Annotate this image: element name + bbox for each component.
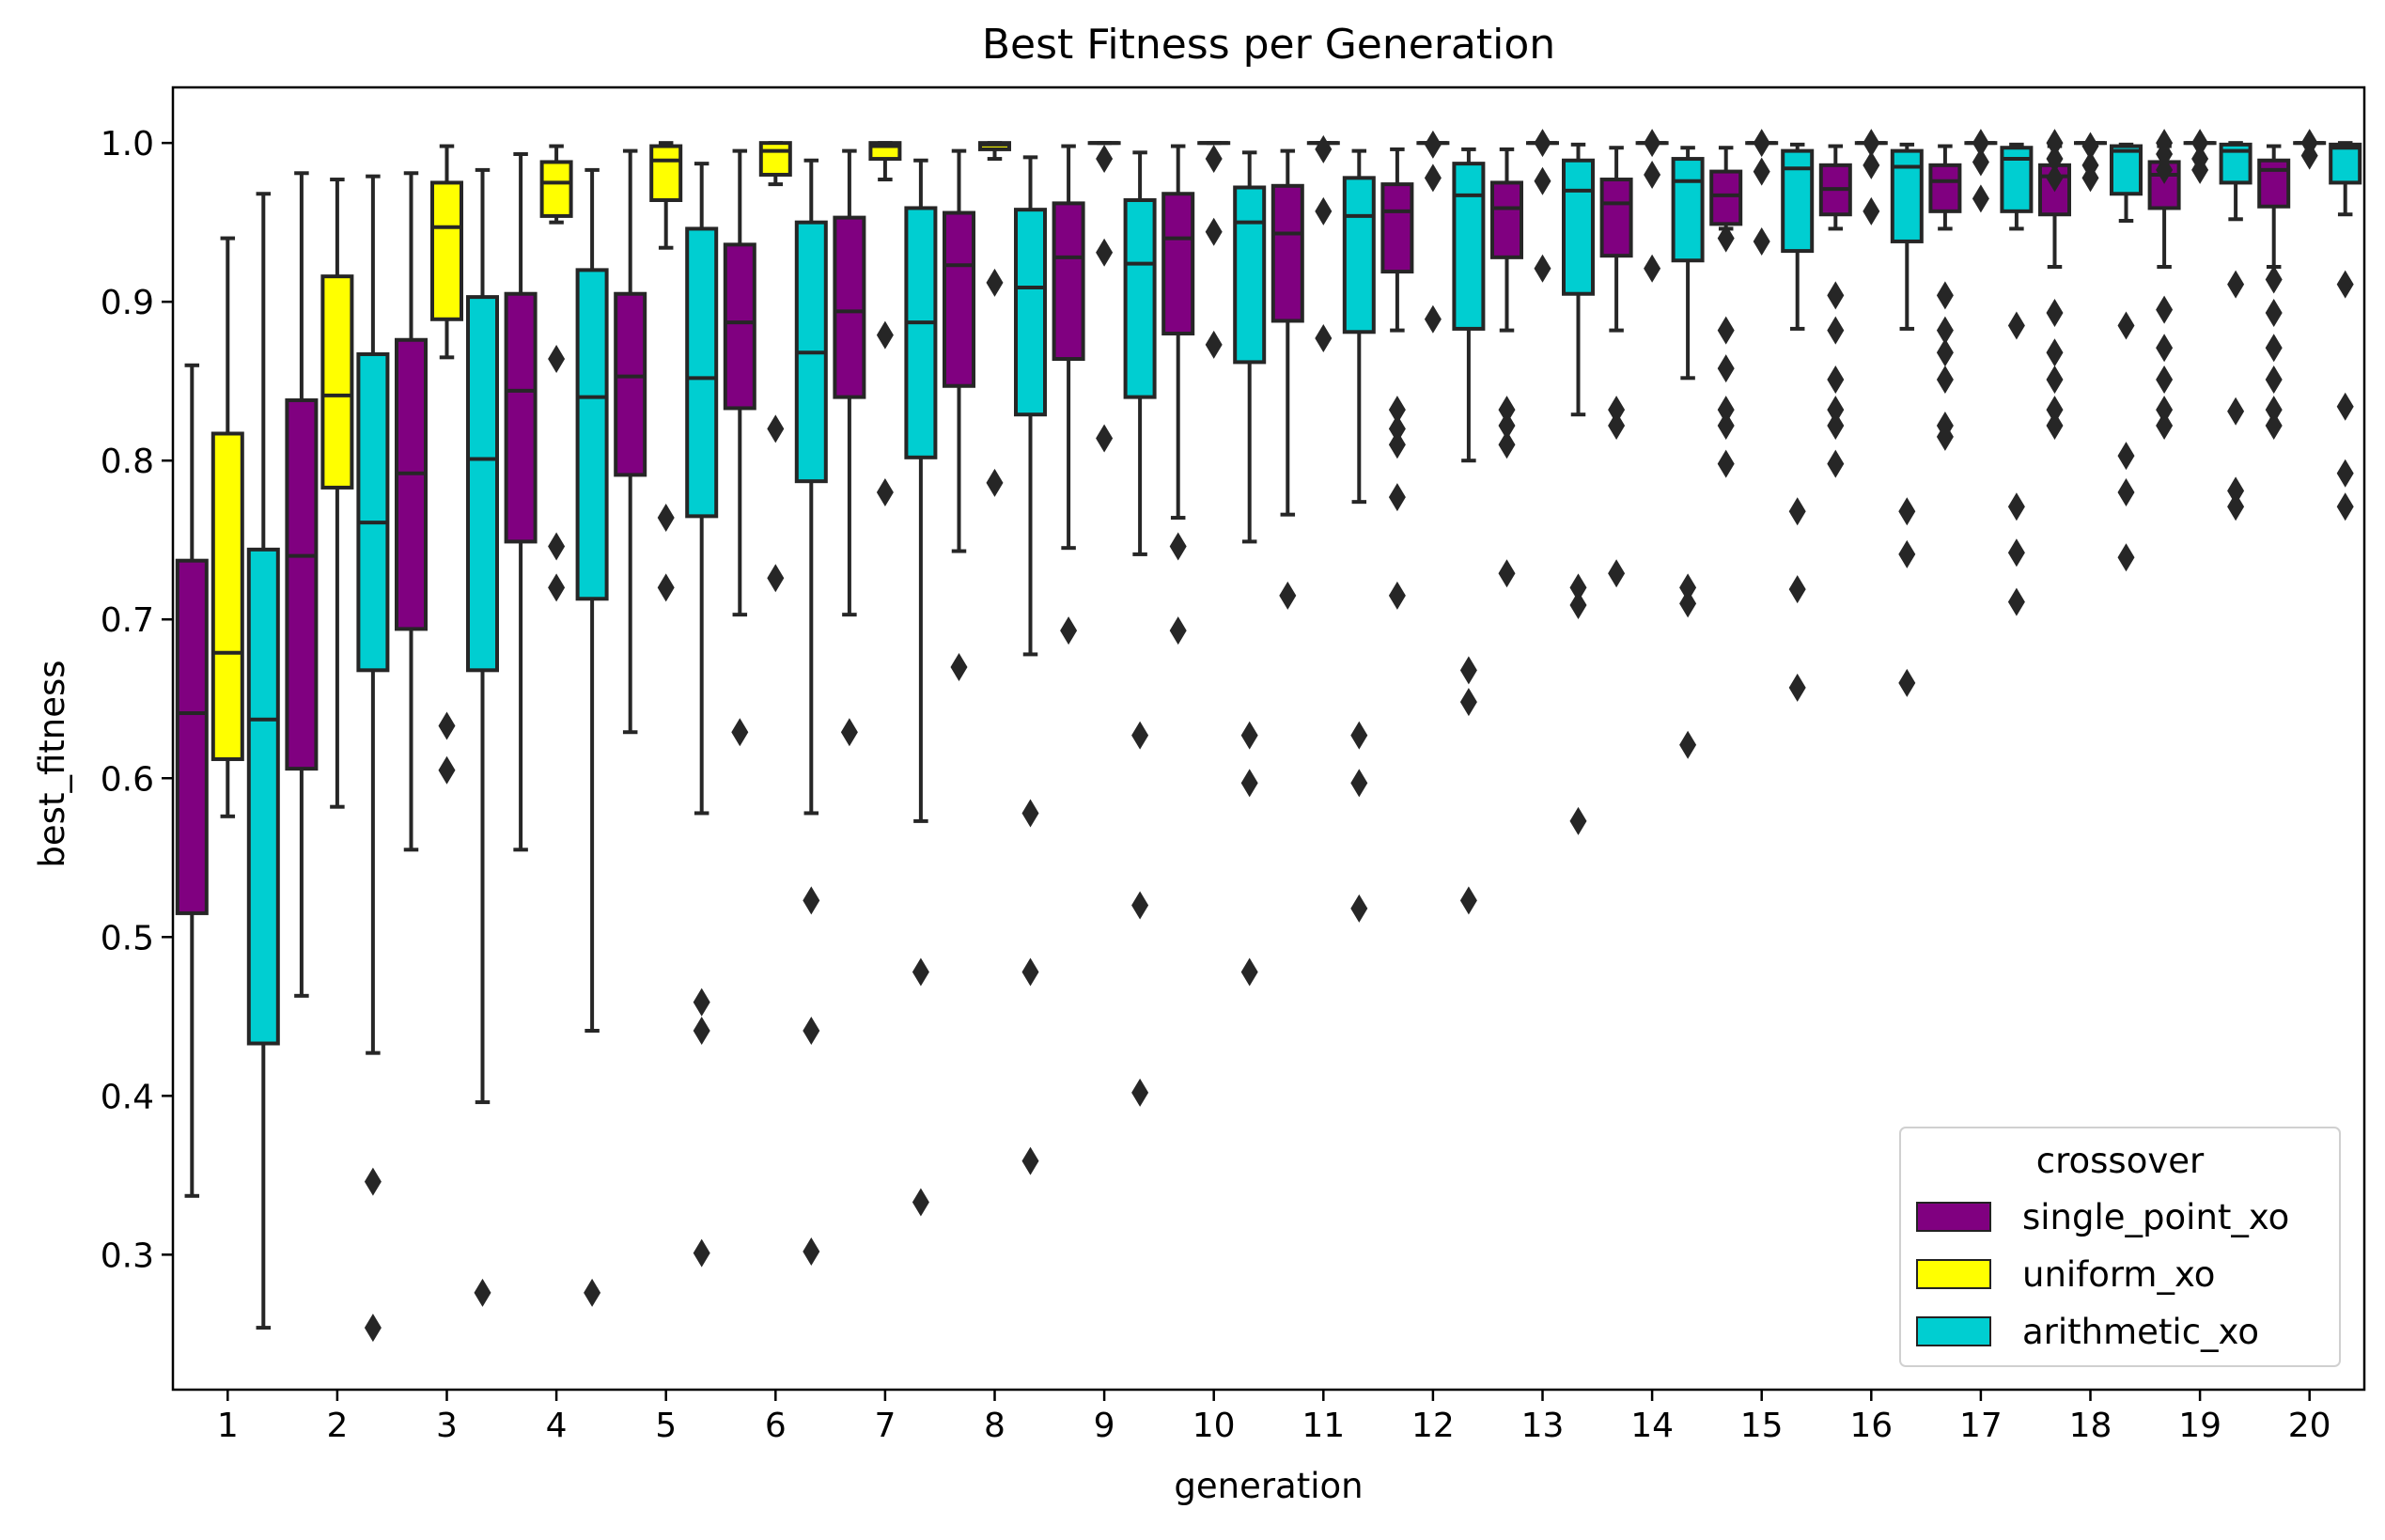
box-iqr [1783,151,1812,251]
box-iqr [1016,210,1045,414]
legend-swatch-uniform [1917,1260,1990,1288]
box-iqr [1126,200,1155,397]
box-iqr [322,276,351,488]
box-iqr [1893,151,1922,241]
box-iqr [1382,184,1411,272]
x-tick-label: 10 [1192,1407,1236,1445]
box-iqr [651,147,680,200]
x-tick-label: 2 [326,1407,348,1445]
y-tick-label: 0.6 [101,760,154,799]
legend: crossover single_point_xo uniform_xo ari… [1900,1128,2340,1366]
box-iqr [725,244,755,408]
box-iqr [468,297,497,670]
y-tick-label: 0.9 [101,284,154,322]
legend-swatch-arithmetic [1917,1317,1990,1346]
y-tick-label: 1.0 [101,125,154,163]
box-iqr [542,162,571,215]
y-tick-label: 0.4 [101,1078,154,1116]
box-iqr [1674,159,1703,260]
box-iqr [178,561,207,913]
box-iqr [507,294,536,542]
x-tick-label: 5 [655,1407,677,1445]
box-iqr [397,340,426,630]
x-tick-label: 3 [436,1407,458,1445]
legend-swatch-single-point [1917,1203,1990,1231]
x-tick-label: 16 [1849,1407,1893,1445]
x-tick-label: 12 [1411,1407,1455,1445]
x-tick-label: 14 [1630,1407,1674,1445]
box-iqr [687,228,716,516]
y-tick-label: 0.8 [101,443,154,481]
box-iqr [1930,165,1959,211]
box-iqr [1054,203,1083,359]
box-iqr [1235,187,1264,362]
x-tick-label: 15 [1740,1407,1784,1445]
x-tick-label: 4 [546,1407,568,1445]
legend-label-single-point: single_point_xo [2022,1197,2289,1237]
chart-title: Best Fitness per Generation [982,21,1555,69]
box-iqr [944,213,974,386]
box-iqr [2259,161,2288,207]
box-iqr [287,400,316,769]
y-tick-label: 0.3 [101,1237,154,1275]
x-tick-label: 9 [1094,1407,1115,1445]
x-tick-label: 8 [984,1407,1005,1445]
box-iqr [1273,186,1302,321]
x-tick-label: 20 [2288,1407,2331,1445]
box-iqr [2112,147,2141,194]
legend-title: crossover [2036,1141,2205,1181]
box-iqr [834,218,864,397]
box-iqr [213,433,242,758]
x-tick-label: 6 [765,1407,787,1445]
box-iqr [906,208,935,457]
box-iqr [1454,163,1483,329]
box-iqr [1492,182,1521,257]
box-iqr [1163,194,1192,334]
x-tick-label: 17 [1959,1407,2003,1445]
box-iqr [1711,172,1740,225]
x-axis-label: generation [1174,1466,1363,1506]
legend-label-uniform: uniform_xo [2022,1254,2215,1295]
y-tick-label: 0.7 [101,601,154,640]
y-tick-label: 0.5 [101,919,154,957]
x-tick-label: 11 [1302,1407,1345,1445]
x-tick-label: 1 [217,1407,239,1445]
box-iqr [578,270,607,599]
box-iqr [761,143,790,175]
box-iqr [432,182,461,319]
box-iqr [249,550,278,1044]
box-iqr [358,354,387,670]
x-tick-label: 7 [874,1407,896,1445]
box-iqr [616,294,645,475]
box-iqr [1345,178,1374,332]
box-iqr [2330,145,2360,183]
y-axis-label: best_fitness [32,660,72,867]
x-tick-label: 19 [2178,1407,2221,1445]
legend-label-arithmetic: arithmetic_xo [2022,1312,2259,1352]
box-iqr [1602,179,1631,256]
x-tick-label: 18 [2069,1407,2112,1445]
box-iqr [1564,161,1593,294]
x-tick-label: 13 [1521,1407,1565,1445]
